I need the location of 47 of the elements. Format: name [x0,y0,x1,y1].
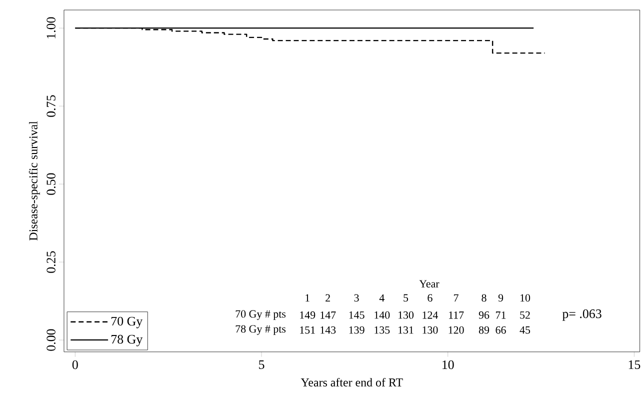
annotation: 2 [326,294,330,302]
annotation: 45 [520,326,530,334]
annotation: p= .063 [562,309,602,321]
annotation: 10 [520,294,530,302]
x-tick-label: 10 [442,360,454,370]
y-tick-label: 1.00 [46,17,56,38]
annotation: 143 [320,326,336,334]
annotation: 120 [448,326,464,334]
annotation: 66 [496,326,506,334]
annotation: 89 [478,326,490,334]
y-tick-label: 0.50 [46,173,56,195]
annotation: 124 [422,312,438,319]
annotation: 5 [404,294,408,302]
legend-label: 70 Gy [112,316,143,328]
annotation: 78 Gy # pts [236,325,286,335]
annotation: 96 [478,311,490,319]
x-tick-label: 0 [72,360,78,370]
annotation: 6 [428,294,432,302]
annotation: 145 [349,311,364,319]
annotation: 4 [379,294,384,302]
annotation: 139 [349,326,364,334]
annotation: 130 [398,311,414,319]
annotation: 3 [354,294,359,302]
annotation: 117 [449,312,464,319]
annotation: 1 [306,294,310,302]
y-axis-title: Disease-specific survival [28,121,40,241]
legend-label: 78 Gy [112,334,143,346]
x-tick-label: 15 [628,360,640,370]
annotation: 9 [498,294,504,302]
annotation: 147 [320,312,336,319]
annotation: 131 [398,326,414,334]
x-axis-title: Years after end of RT [300,378,403,387]
annotation: 8 [482,294,486,302]
annotation: 71 [496,312,506,319]
annotation: 149 [300,311,316,319]
y-tick-label: 0.00 [46,329,56,351]
annotation: Year [419,280,440,288]
y-tick-label: 0.25 [46,251,56,273]
annotation: 140 [374,311,390,319]
annotation: 135 [374,326,390,334]
annotation: 70 Gy # pts [236,310,286,320]
annotation: 151 [300,326,315,334]
annotation: 130 [422,326,438,334]
y-tick-label: 0.75 [46,95,56,117]
x-tick-label: 5 [259,360,264,370]
annotation: 7 [454,294,458,302]
annotation: 52 [520,311,530,319]
